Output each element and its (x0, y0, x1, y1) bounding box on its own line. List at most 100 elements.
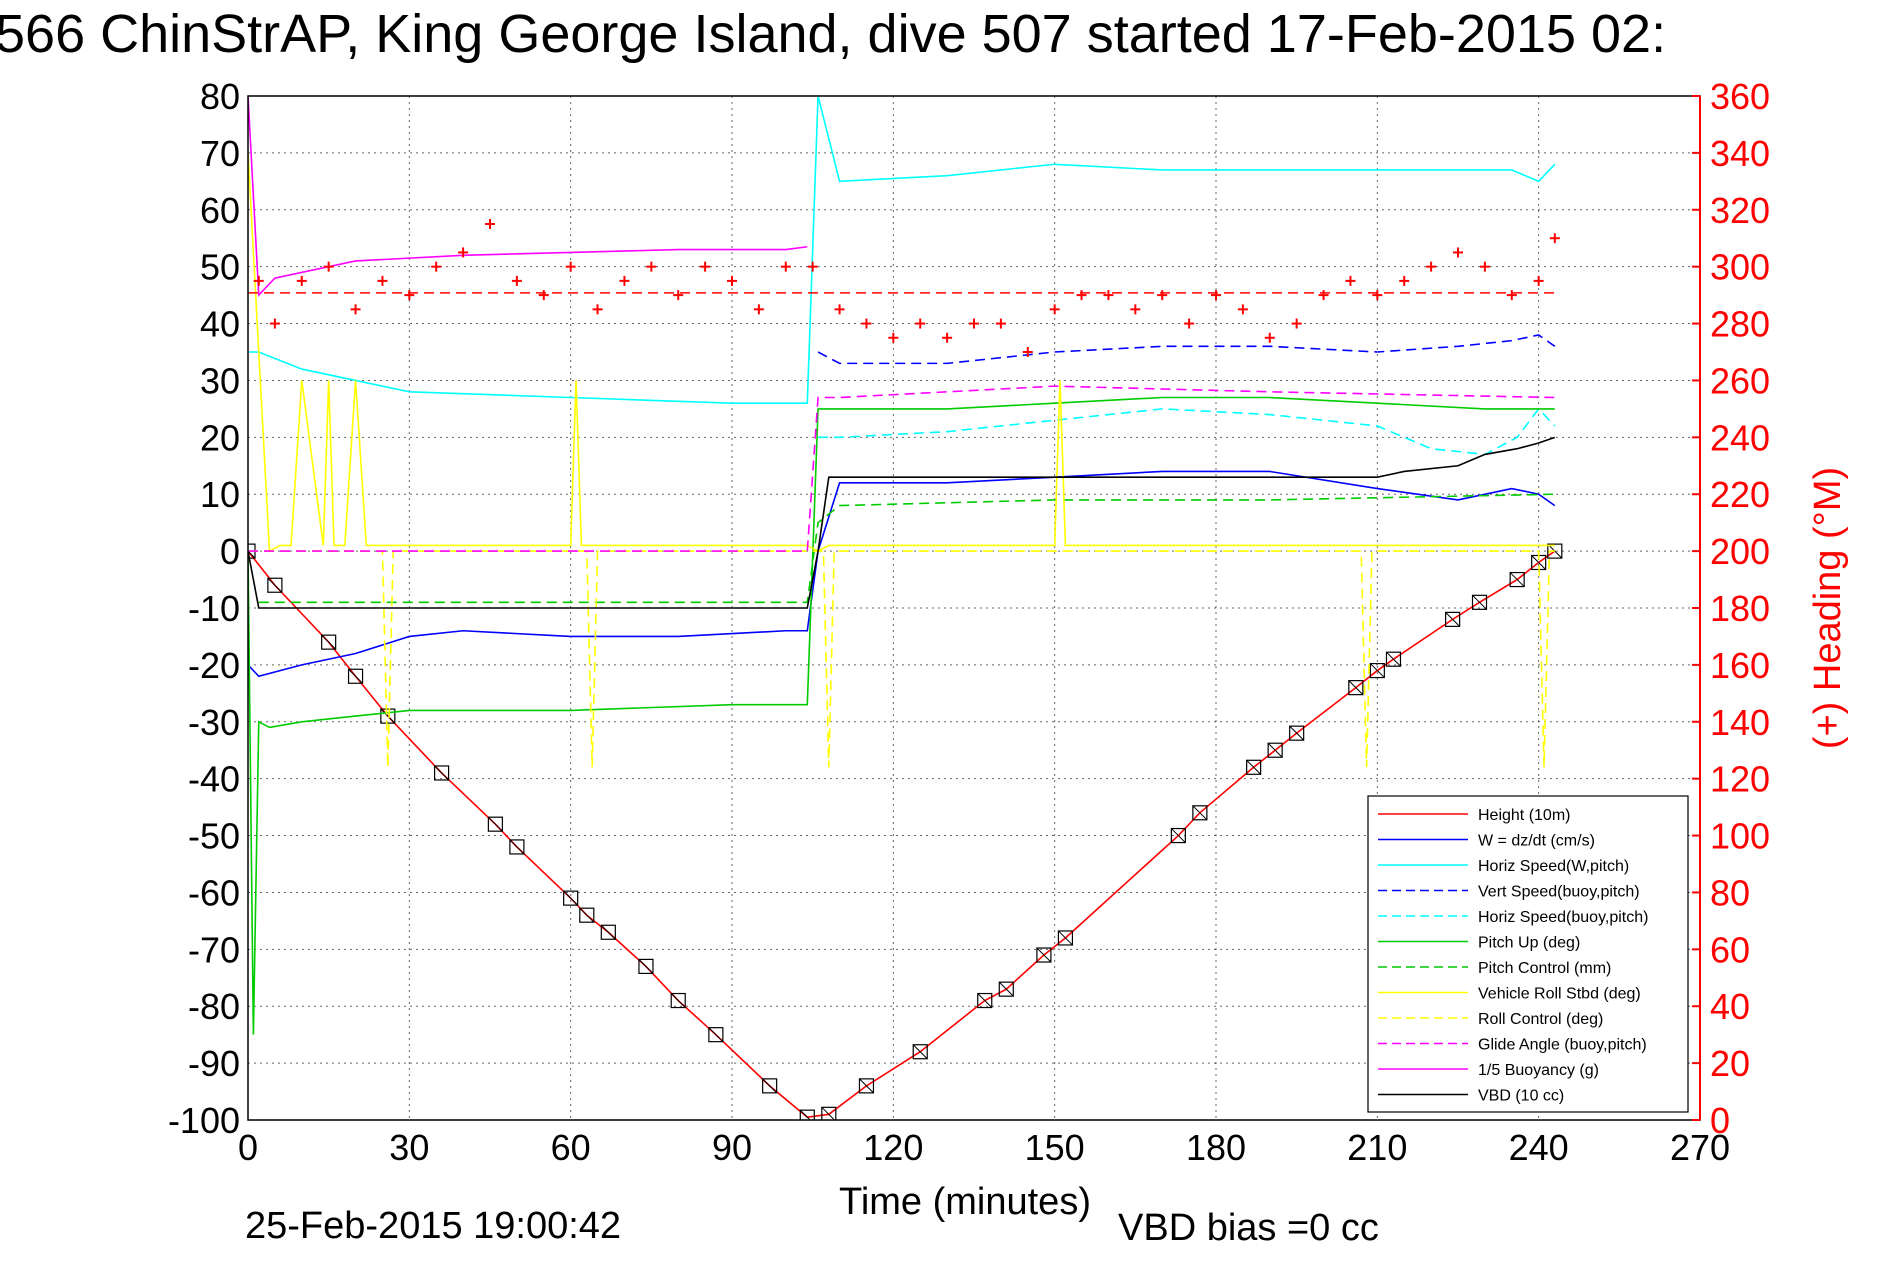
x-tick-label: 180 (1186, 1127, 1246, 1168)
y-right-tick-label: 80 (1710, 872, 1750, 913)
x-tick-label: 270 (1670, 1127, 1730, 1168)
legend: Height (10m) W = dz/dt (cm/s) Horiz Speed(… (1367, 795, 1689, 1113)
legend-entry-label: W = dz/dt (cm/s) (1478, 833, 1595, 850)
heading-marker (834, 304, 845, 315)
heading-marker (511, 275, 522, 286)
x-tick-label: 210 (1347, 1127, 1407, 1168)
y-axis-right-ticks: 3603403203002802602402202001801601401201… (1692, 76, 1770, 1141)
height-sample-marker-diag (563, 890, 579, 906)
heading-marker (700, 261, 711, 272)
y-right-tick-label: 260 (1710, 360, 1770, 401)
height-sample-marker (858, 1078, 875, 1094)
heading-marker (1372, 290, 1383, 301)
height-sample-marker (1509, 571, 1525, 588)
height-sample-marker-diag (600, 924, 616, 940)
heading-marker (727, 275, 737, 286)
heading-marker (1318, 290, 1329, 301)
heading-marker (296, 275, 307, 286)
x-tick-label: 240 (1509, 1127, 1569, 1168)
height-sample-marker (1348, 680, 1364, 696)
height-sample-marker-diag (1369, 663, 1385, 678)
heading-marker (592, 304, 603, 315)
height-sample-marker-diag (1058, 930, 1073, 946)
height-sample-marker-diag (1531, 555, 1547, 570)
height-sample-marker (347, 668, 364, 684)
legend-box (1367, 795, 1689, 1113)
height-sample-marker (1471, 594, 1488, 610)
heading-marker (377, 275, 388, 286)
y-left-tick-label: 0 (220, 531, 240, 572)
heading-marker (861, 318, 872, 329)
legend-entry-label: Roll Control (deg) (1478, 1011, 1603, 1028)
y-right-tick-label: 340 (1710, 133, 1770, 174)
x-axis-label: Time (minutes) (839, 1181, 1091, 1223)
y-left-tick-label: -50 (188, 816, 240, 857)
legend-entry-label: Vehicle Roll Stbd (deg) (1478, 986, 1641, 1003)
height-sample-marker (1057, 930, 1074, 946)
heading-layer (248, 219, 1560, 357)
y-right-tick-label: 180 (1710, 588, 1770, 629)
heading-marker (1399, 275, 1410, 286)
y-right-tick-label: 60 (1710, 929, 1750, 970)
series-line-8 (248, 550, 1555, 768)
height-sample-marker-diag (799, 1109, 811, 1120)
height-sample-marker-diag (912, 1044, 928, 1060)
chart-title: 566 ChinStrAP, King George Island, dive … (0, 4, 1666, 64)
height-sample-marker (1246, 759, 1262, 775)
heading-marker (1453, 247, 1463, 258)
height-sample-marker-diag (321, 634, 337, 650)
heading-marker (1264, 332, 1275, 343)
height-sample-marker (321, 634, 337, 650)
y-right-tick-label: 300 (1710, 247, 1770, 288)
height-sample-marker (912, 1044, 928, 1060)
heading-marker (323, 261, 334, 272)
heading-marker (1345, 275, 1356, 286)
x-tick-label: 30 (389, 1127, 429, 1168)
y-left-tick-label: -70 (188, 929, 240, 970)
y-left-tick-label: -30 (188, 702, 240, 743)
height-sample-marker-diag (434, 765, 449, 781)
x-tick-label: 150 (1025, 1127, 1085, 1168)
y-left-tick-label: 20 (200, 417, 240, 458)
heading-marker (1184, 318, 1195, 329)
height-sample-marker (600, 924, 616, 940)
height-sample-marker (799, 1109, 815, 1120)
heading-marker (995, 318, 1006, 329)
height-sample-marker-diag (638, 959, 654, 974)
height-sample-marker-diag (1289, 725, 1305, 741)
height-sample-marker (1547, 543, 1563, 559)
height-sample-marker-diag (670, 993, 686, 1008)
height-sample-marker (670, 992, 686, 1009)
heading-marker (1479, 261, 1490, 272)
y-right-tick-label: 160 (1710, 645, 1770, 686)
x-tick-label: 120 (863, 1127, 923, 1168)
heading-marker (1211, 290, 1221, 301)
height-sample-marker-diag (348, 668, 363, 684)
y-left-tick-label: -10 (188, 588, 240, 629)
height-sample-marker-diag (1445, 612, 1460, 627)
y-axis-left-ticks: 80 70 60 50 40 30 20 10 0 -10 -20 -30 -40 -50 -60 -70 -8… (168, 76, 240, 1141)
y-left-tick-label: 70 (200, 133, 240, 174)
legend-entry-label: Vert Speed(buoy,pitch) (1478, 884, 1640, 901)
y-left-tick-label: 80 (200, 76, 240, 117)
y-right-tick-label: 280 (1710, 304, 1770, 345)
height-sample-marker-diag (1386, 651, 1401, 667)
heading-marker (431, 261, 442, 272)
footer-date: 25-Feb-2015 19:00:42 (245, 1205, 621, 1247)
footer-vbd-bias: VBD bias =0 cc (1118, 1207, 1379, 1249)
series-line-3 (817, 334, 1556, 365)
height-sample-marker-diag (821, 1106, 836, 1120)
height-sample-marker (1192, 805, 1208, 821)
heading-marker (565, 261, 576, 272)
height-sample-marker-diag (1192, 805, 1208, 821)
heading-marker (253, 275, 264, 286)
height-sample-marker (380, 708, 396, 724)
heading-marker (619, 275, 630, 286)
heading-marker (1426, 261, 1437, 272)
y-right-tick-label: 360 (1710, 76, 1770, 117)
height-sample-marker-diag (1036, 947, 1052, 963)
height-sample-marker (1036, 947, 1052, 963)
y-left-tick-label: -90 (188, 1043, 240, 1084)
y-left-tick-label: 40 (200, 304, 240, 345)
height-sample-marker-diag (509, 839, 525, 855)
